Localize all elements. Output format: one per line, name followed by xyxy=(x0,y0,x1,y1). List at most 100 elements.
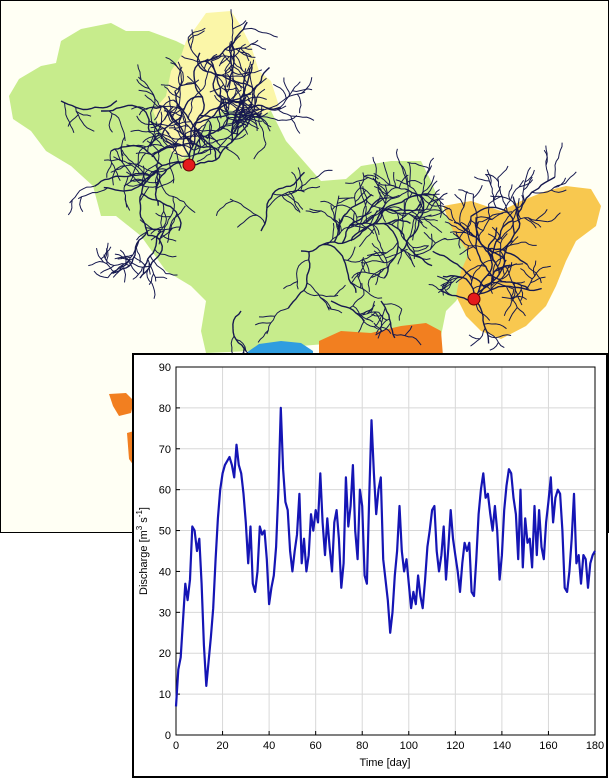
stream-segment xyxy=(116,164,132,171)
stream-segment xyxy=(489,342,499,351)
stream-segment xyxy=(75,107,95,132)
stream-segment xyxy=(350,282,383,299)
stream-segment xyxy=(234,87,244,107)
stream-segment xyxy=(372,156,377,181)
stream-segment xyxy=(77,187,109,200)
stream-segment xyxy=(352,305,361,316)
stream-segment xyxy=(174,146,212,157)
stream-segment xyxy=(531,182,566,194)
stream-segment xyxy=(486,331,505,349)
stream-segment xyxy=(367,266,389,293)
stream-segment xyxy=(411,211,423,224)
stream-segment xyxy=(69,185,95,204)
stream-segment xyxy=(372,177,388,197)
stream-segment xyxy=(485,173,497,208)
stream-segment xyxy=(372,224,389,270)
stream-segment xyxy=(305,210,322,214)
stream-segment xyxy=(248,59,255,75)
stream-segment xyxy=(163,110,183,117)
stream-segment xyxy=(373,316,382,328)
stream-segment xyxy=(374,311,382,323)
stream-segment xyxy=(272,178,312,197)
stream-segment xyxy=(146,269,156,299)
stream-segment xyxy=(160,211,165,227)
stream-segment xyxy=(107,258,134,279)
stream-segment xyxy=(347,246,356,261)
stream-segment xyxy=(146,140,160,152)
stream-segment xyxy=(375,318,390,334)
stream-segment xyxy=(331,204,358,222)
stream-segment xyxy=(276,108,315,121)
stream-segment xyxy=(64,102,75,133)
stream-segment xyxy=(380,300,396,339)
stream-segment xyxy=(190,29,194,50)
stream-segment xyxy=(360,256,396,264)
stream-segment xyxy=(489,220,513,257)
stream-segment xyxy=(306,282,330,311)
stream-segment xyxy=(255,322,271,326)
stream-segment xyxy=(351,271,385,279)
stream-segment xyxy=(210,55,222,62)
stream-segment xyxy=(478,211,513,223)
stream-segment xyxy=(187,84,206,119)
stream-segment xyxy=(497,233,508,267)
stream-segment xyxy=(466,245,472,262)
stream-segment xyxy=(327,306,343,314)
stream-segment xyxy=(229,198,266,225)
stream-segment xyxy=(195,127,206,145)
stream-segment xyxy=(177,66,183,106)
stream-segment xyxy=(375,269,382,286)
stream-segment xyxy=(158,213,178,240)
stream-segment xyxy=(303,290,339,298)
stream-segment xyxy=(517,194,524,209)
stream-segment xyxy=(194,137,228,151)
stream-segment xyxy=(432,250,486,288)
stream-segment xyxy=(224,86,237,91)
stream-segment xyxy=(487,247,528,266)
stream-segment xyxy=(491,226,503,240)
stream-segment xyxy=(296,93,302,114)
stream-segment xyxy=(478,203,491,238)
stream-segment xyxy=(100,246,112,260)
stream-segment xyxy=(232,96,267,103)
stream-segment xyxy=(459,246,474,256)
stream-segment xyxy=(138,76,160,106)
stream-segment xyxy=(472,185,483,199)
stream-segment xyxy=(487,233,501,244)
stream-segment xyxy=(224,39,259,52)
stream-segment xyxy=(158,104,191,158)
stream-segment xyxy=(338,218,341,235)
stream-segment xyxy=(100,265,115,274)
stream-segment xyxy=(136,79,150,89)
y-axis-label-end: ] xyxy=(138,507,150,510)
stream-segment xyxy=(522,167,532,202)
stream-segment xyxy=(122,266,127,283)
stream-segment xyxy=(510,285,522,306)
stream-segment xyxy=(427,207,450,217)
stream-segment xyxy=(142,230,162,274)
stream-segment xyxy=(400,188,425,252)
stream-segment xyxy=(376,190,410,219)
stream-segment xyxy=(110,165,125,173)
stream-segment xyxy=(144,94,161,109)
stream-segment xyxy=(437,275,449,282)
y-axis-label-mid: s xyxy=(138,517,150,526)
stream-segment xyxy=(125,183,142,187)
stream-segment xyxy=(101,104,151,132)
stream-segment xyxy=(332,223,335,240)
stream-segment xyxy=(426,189,440,210)
stream-segment xyxy=(470,220,484,232)
stream-segment xyxy=(399,163,409,199)
stream-segment xyxy=(217,123,247,151)
y-tick-label: 50 xyxy=(159,526,171,538)
stream-segment xyxy=(219,56,230,65)
stream-segment xyxy=(507,263,524,269)
stream-segment xyxy=(60,100,118,111)
stream-segment xyxy=(385,248,408,259)
stream-segment xyxy=(487,274,529,290)
stream-segment xyxy=(224,64,233,75)
stream-segment xyxy=(391,203,422,225)
stream-segment xyxy=(135,152,152,155)
stream-segment xyxy=(217,107,253,115)
stream-segment xyxy=(445,279,452,291)
